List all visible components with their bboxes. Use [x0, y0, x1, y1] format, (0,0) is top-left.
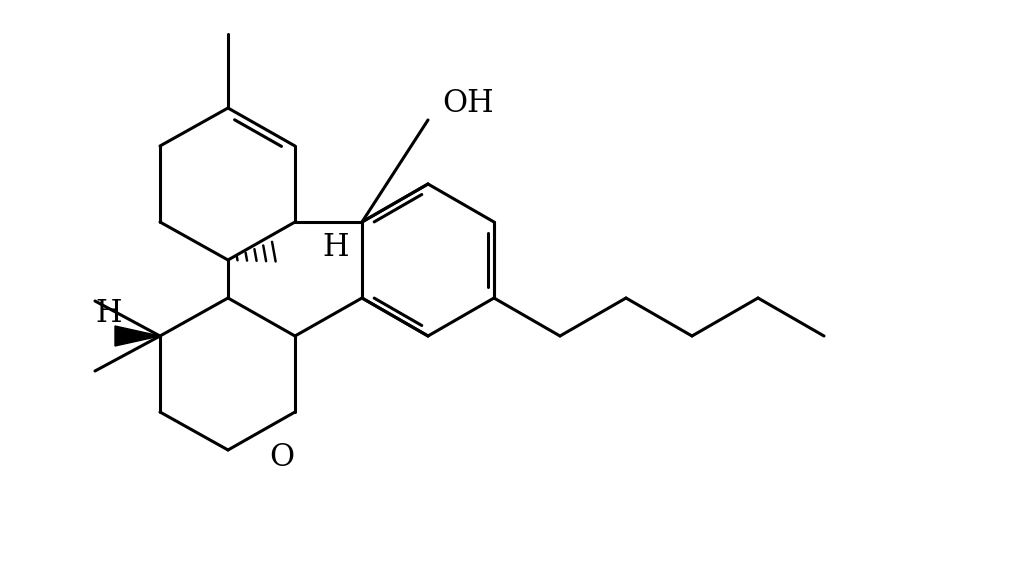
Text: H: H — [95, 298, 122, 329]
Text: OH: OH — [442, 89, 494, 119]
Text: H: H — [322, 233, 348, 263]
Polygon shape — [115, 326, 160, 346]
Text: O: O — [269, 442, 295, 473]
